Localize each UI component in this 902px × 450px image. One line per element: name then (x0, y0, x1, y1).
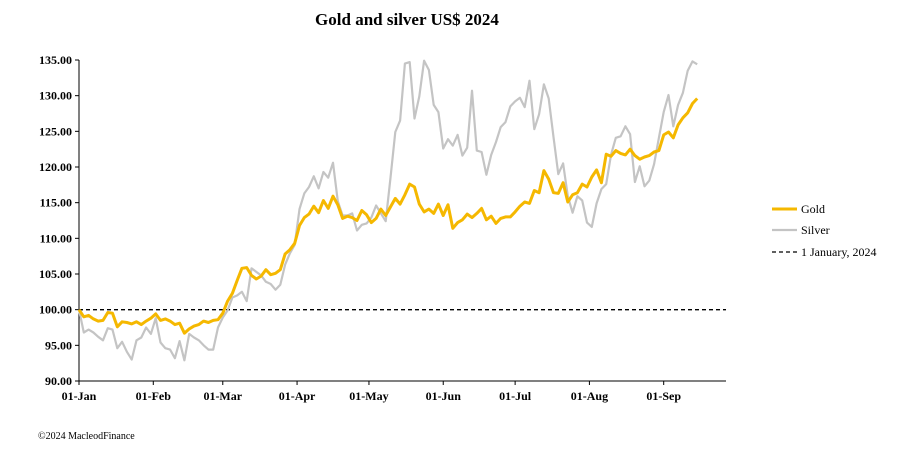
y-tick-label: 115.00 (40, 196, 72, 210)
x-tick-label: 01-Jun (426, 389, 462, 403)
y-tick-label: 125.00 (39, 124, 72, 138)
y-tick-label: 105.00 (39, 267, 72, 281)
y-tick-label: 120.00 (39, 160, 72, 174)
y-tick-label: 100.00 (39, 303, 72, 317)
legend-label-silver: Silver (801, 223, 830, 237)
legend-label-gold: Gold (801, 202, 825, 216)
y-tick-label: 130.00 (39, 89, 72, 103)
x-tick-label: 01-Aug (571, 389, 608, 403)
copyright-text: ©2024 MacleodFinance (38, 431, 135, 442)
y-tick-label: 95.00 (45, 338, 72, 352)
y-tick-label: 135.00 (39, 53, 72, 67)
x-tick-label: 01-Jul (499, 389, 532, 403)
legend-label-baseline: 1 January, 2024 (801, 245, 877, 259)
x-tick-label: 01-Jan (62, 389, 97, 403)
x-tick-label: 01-Mar (203, 389, 242, 403)
x-tick-label: 01-Sep (646, 389, 681, 403)
x-tick-label: 01-Apr (279, 389, 316, 403)
chart-title: Gold and silver US$ 2024 (315, 10, 499, 29)
y-tick-label: 90.00 (45, 374, 72, 388)
legend: Gold Silver 1 January, 2024 (772, 202, 877, 259)
x-tick-label: 01-Feb (136, 389, 172, 403)
x-axis-ticks: 01-Jan 01-Feb 01-Mar 01-Apr 01-May 01-Jun 01-J… (62, 381, 681, 403)
series-line-gold (77, 97, 699, 335)
y-axis-ticks: 90.00 95.00 100.00 105.00 110.00 115.00 120.00… (39, 53, 79, 388)
y-tick-label: 110.00 (40, 231, 72, 245)
series-line-silver (77, 59, 698, 362)
x-tick-label: 01-May (349, 389, 388, 403)
